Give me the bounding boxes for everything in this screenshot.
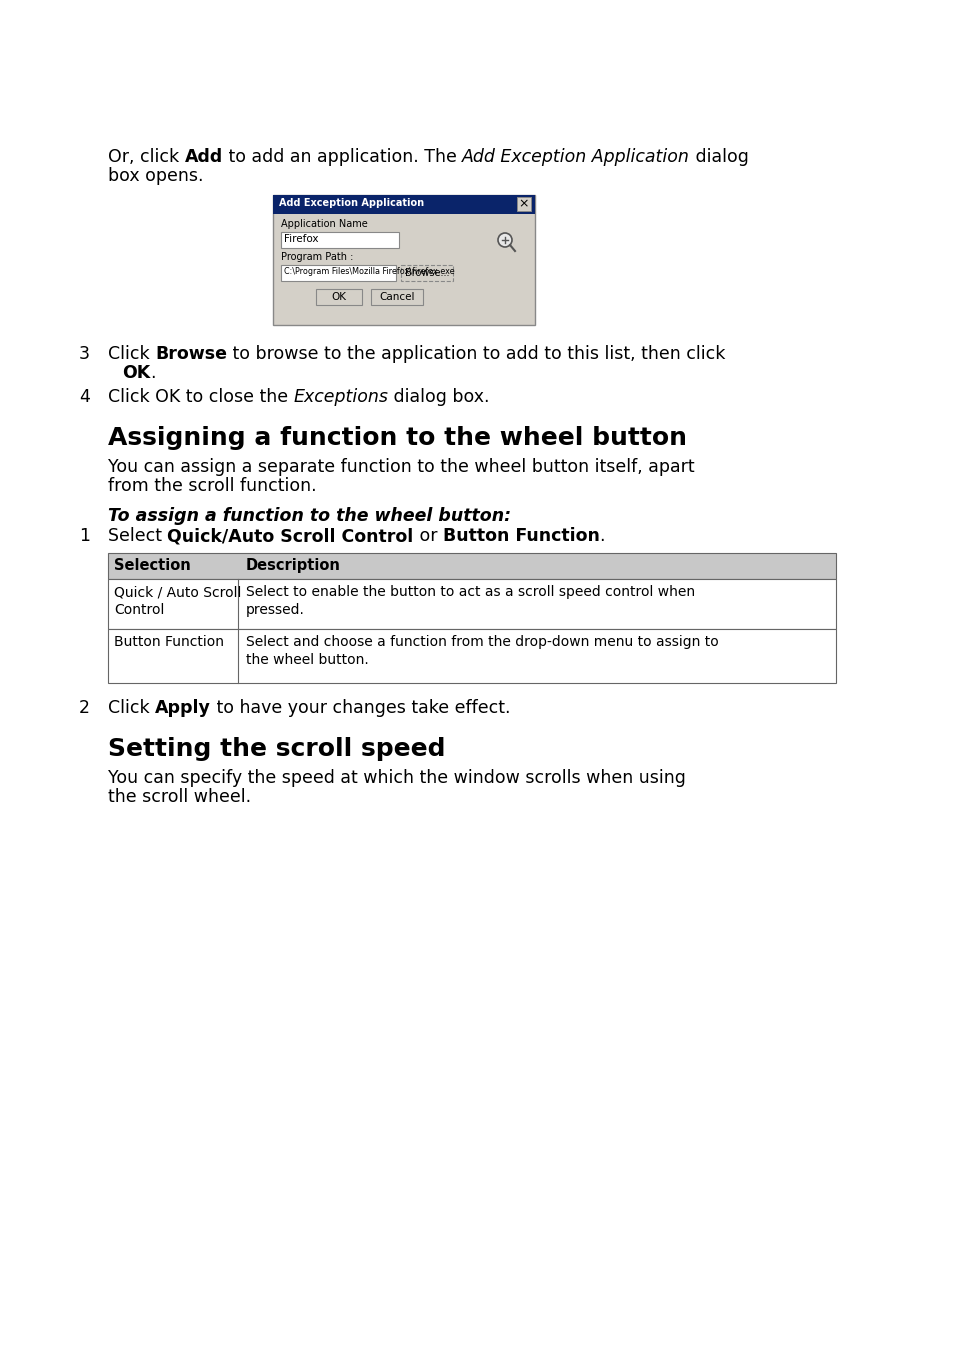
- Text: To assign a function to the wheel button:: To assign a function to the wheel button…: [108, 507, 511, 525]
- Text: Browse...: Browse...: [404, 268, 449, 279]
- Bar: [0, 0, 953, 160]
- Text: Apply: Apply: [155, 699, 211, 717]
- Bar: [273, 195, 535, 324]
- Text: Click: Click: [108, 345, 155, 362]
- Bar: [108, 553, 835, 579]
- Text: Click OK to close the: Click OK to close the: [108, 388, 294, 406]
- Polygon shape: [0, 0, 953, 1245]
- Text: the scroll wheel.: the scroll wheel.: [108, 788, 251, 806]
- Text: Click: Click: [108, 699, 155, 717]
- Text: to browse to the application to add to this list, then click: to browse to the application to add to t…: [227, 345, 724, 362]
- Text: from the scroll function.: from the scroll function.: [108, 477, 316, 495]
- Text: Add Exception Application: Add Exception Application: [278, 197, 424, 208]
- Text: Select and choose a function from the drop-down menu to assign to
the wheel butt: Select and choose a function from the dr…: [246, 635, 718, 668]
- Text: Button Function: Button Function: [442, 527, 599, 545]
- Polygon shape: [0, 118, 953, 1352]
- Text: Program Path :: Program Path :: [281, 251, 353, 262]
- Text: Quick / Auto Scroll
Control: Quick / Auto Scroll Control: [113, 585, 241, 618]
- Text: dialog: dialog: [689, 147, 748, 166]
- Text: Or, click: Or, click: [108, 147, 185, 166]
- Text: to add an application. The: to add an application. The: [223, 147, 462, 166]
- Text: .: .: [150, 364, 155, 383]
- Text: 4: 4: [79, 388, 90, 406]
- Text: Browse: Browse: [155, 345, 227, 362]
- Bar: [315, 289, 361, 306]
- Circle shape: [497, 233, 512, 247]
- Bar: [281, 233, 398, 247]
- Text: Exceptions: Exceptions: [294, 388, 388, 406]
- Text: Select: Select: [108, 527, 168, 545]
- Bar: [0, 1201, 953, 1352]
- Text: Application Name: Application Name: [281, 219, 367, 228]
- Text: OK: OK: [331, 292, 346, 301]
- Text: dialog box.: dialog box.: [388, 388, 490, 406]
- Text: ×: ×: [518, 197, 529, 211]
- Bar: [108, 629, 835, 683]
- Bar: [517, 197, 531, 211]
- Text: Assigning a function to the wheel button: Assigning a function to the wheel button: [108, 426, 686, 450]
- Bar: [371, 289, 422, 306]
- Text: 2: 2: [79, 699, 90, 717]
- Text: You can specify the speed at which the window scrolls when using: You can specify the speed at which the w…: [108, 769, 685, 787]
- Text: Button Function: Button Function: [113, 635, 224, 649]
- Text: to have your changes take effect.: to have your changes take effect.: [211, 699, 510, 717]
- Text: or: or: [414, 527, 442, 545]
- Text: 3: 3: [79, 345, 90, 362]
- Text: Firefox: Firefox: [284, 234, 318, 243]
- Text: OK: OK: [122, 364, 150, 383]
- Text: Selection: Selection: [113, 558, 191, 573]
- Text: 1: 1: [79, 527, 90, 545]
- Bar: [281, 265, 395, 281]
- Text: 22: 22: [52, 1282, 98, 1314]
- Text: You can assign a separate function to the wheel button itself, apart: You can assign a separate function to th…: [108, 458, 694, 476]
- Bar: [400, 265, 453, 281]
- Text: Description: Description: [246, 558, 340, 573]
- Text: Add: Add: [185, 147, 223, 166]
- Text: box opens.: box opens.: [108, 168, 203, 185]
- Bar: [108, 579, 835, 629]
- Text: C:\Program Files\Mozilla Firefox\firefox.exe: C:\Program Files\Mozilla Firefox\firefox…: [284, 266, 455, 276]
- Text: .: .: [599, 527, 604, 545]
- Text: Setting the scroll speed: Setting the scroll speed: [108, 737, 445, 761]
- Text: Quick/Auto Scroll Control: Quick/Auto Scroll Control: [168, 527, 414, 545]
- Text: Add Exception Application: Add Exception Application: [462, 147, 689, 166]
- Bar: [273, 195, 535, 214]
- Text: Cancel: Cancel: [379, 292, 415, 301]
- Text: Select to enable the button to act as a scroll speed control when
pressed.: Select to enable the button to act as a …: [246, 585, 695, 618]
